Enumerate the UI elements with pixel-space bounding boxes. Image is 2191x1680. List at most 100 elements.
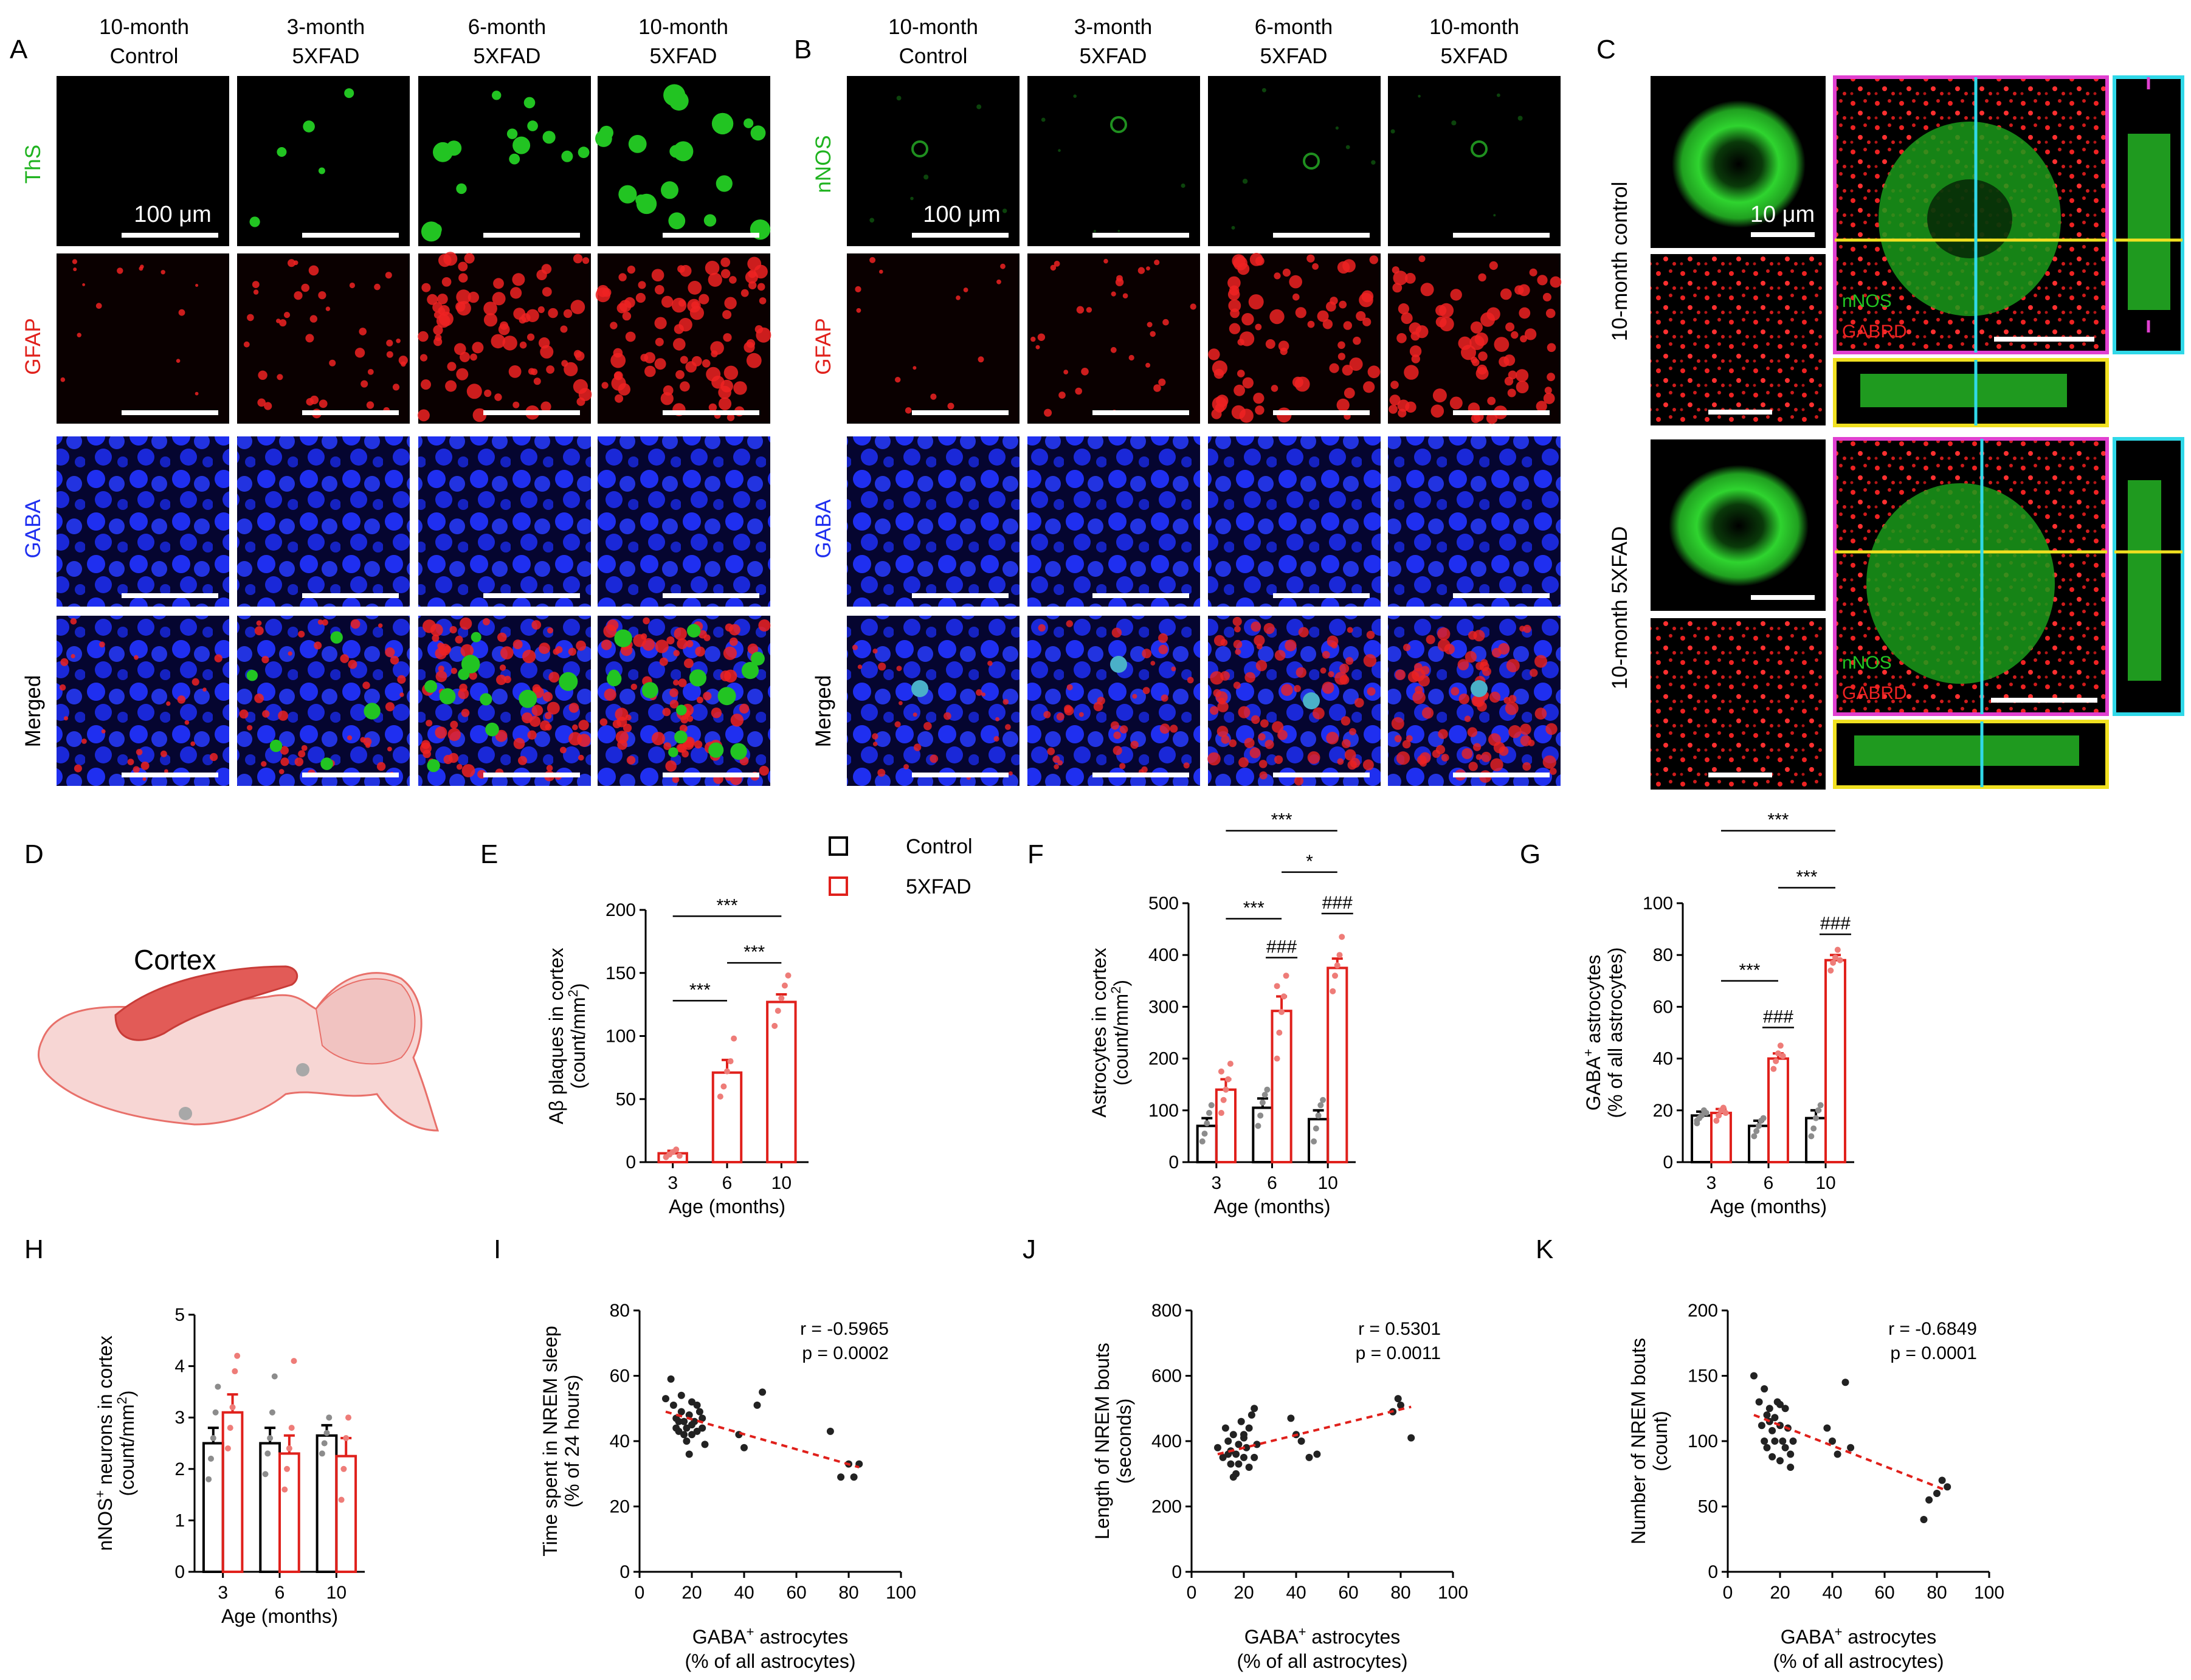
data-point xyxy=(688,1431,695,1439)
astrocyte xyxy=(367,369,374,375)
astrocyte xyxy=(458,261,468,272)
data-point xyxy=(1220,1096,1227,1103)
astrocyte xyxy=(708,272,722,287)
merged-signal xyxy=(626,756,636,765)
plaque xyxy=(578,146,590,159)
astrocyte xyxy=(325,306,331,311)
y-axis-label: (% of 24 hours) xyxy=(561,1375,583,1508)
merged-signal xyxy=(568,703,579,713)
data-point xyxy=(1813,1115,1820,1121)
astrocyte xyxy=(723,365,739,380)
merged-signal xyxy=(852,644,858,650)
astrocyte xyxy=(253,289,259,295)
merged-signal xyxy=(298,630,305,638)
merged-signal xyxy=(1274,755,1283,764)
astrocyte xyxy=(1329,363,1339,373)
astrocyte xyxy=(438,305,450,316)
y-tick-label: 0 xyxy=(1708,1562,1718,1582)
merged-signal xyxy=(435,670,447,683)
micrograph-tile xyxy=(1208,436,1381,607)
merged-signal xyxy=(568,647,577,656)
y-axis-label: (count/mm2) xyxy=(565,983,590,1089)
astrocyte xyxy=(1292,293,1300,301)
astrocyte xyxy=(72,259,77,264)
plaque xyxy=(618,185,637,204)
panel-letter-k: K xyxy=(1536,1234,1553,1264)
astrocyte xyxy=(1344,387,1355,399)
panel-letter-a: A xyxy=(10,35,28,64)
data-point xyxy=(1311,1138,1317,1145)
y-tick-label: 0 xyxy=(626,1152,636,1172)
data-point xyxy=(1810,1125,1817,1132)
merged-signal xyxy=(1549,768,1557,775)
merged-signal xyxy=(681,750,689,758)
data-point xyxy=(1933,1490,1941,1497)
astrocyte xyxy=(472,342,484,354)
y-tick-label: 200 xyxy=(1148,1049,1179,1069)
astrocyte xyxy=(678,300,686,307)
astrocyte xyxy=(492,292,506,306)
merged-signal xyxy=(1366,630,1375,639)
micrograph-tile xyxy=(847,436,1020,607)
merged-signal xyxy=(599,718,608,726)
merged-signal xyxy=(1244,737,1255,748)
merged-signal xyxy=(1468,631,1477,640)
astrocyte xyxy=(1208,348,1220,360)
merged-signal xyxy=(63,716,69,721)
nnos-cell xyxy=(1471,680,1488,697)
merged-signal xyxy=(1482,667,1491,676)
data-point xyxy=(1264,1086,1271,1093)
astrocyte xyxy=(1122,293,1128,299)
nnos-cell xyxy=(1471,140,1488,157)
data-point xyxy=(1201,1131,1208,1137)
astrocyte xyxy=(720,269,731,278)
merged-signal xyxy=(1489,691,1501,703)
plaque xyxy=(303,120,315,133)
astrocyte xyxy=(435,334,442,342)
y-tick-label: 150 xyxy=(606,963,636,983)
astrocyte xyxy=(1432,388,1447,403)
merged-signal xyxy=(616,717,627,728)
merged-signal xyxy=(1210,706,1219,715)
astrocyte xyxy=(680,381,690,392)
c-label-gabrd: GABRD xyxy=(1842,322,1907,342)
data-point xyxy=(1777,1042,1784,1049)
y-axis-label: (seconds) xyxy=(1113,1399,1135,1484)
astrocyte xyxy=(688,281,702,295)
astrocyte xyxy=(1255,323,1262,331)
merged-signal xyxy=(1285,639,1297,652)
astrocyte xyxy=(1435,305,1447,316)
y-tick-label: 200 xyxy=(1688,1301,1718,1321)
scale-bar-label-b: 100 μm xyxy=(923,202,1001,227)
astrocyte xyxy=(1282,268,1291,277)
astrocyte xyxy=(483,301,497,315)
micrograph-tile xyxy=(1027,76,1200,246)
astrocyte xyxy=(1405,401,1416,413)
data-point xyxy=(727,1058,734,1064)
astrocyte xyxy=(1547,373,1556,382)
data-point xyxy=(781,982,788,989)
astrocyte xyxy=(1487,396,1496,405)
y-tick-label: 100 xyxy=(1688,1431,1718,1451)
data-point xyxy=(740,1444,748,1451)
micrograph-tile xyxy=(1208,76,1381,246)
merged-signal xyxy=(1056,712,1064,721)
merged-signal xyxy=(548,672,560,683)
astrocyte xyxy=(757,283,765,291)
merged-signal xyxy=(981,692,986,697)
astrocyte xyxy=(947,402,954,410)
merged-signal xyxy=(1328,671,1334,678)
merged-signal xyxy=(513,738,525,749)
astrocyte xyxy=(1469,335,1485,350)
merged-signal xyxy=(1221,735,1230,744)
astrocyte xyxy=(1228,299,1241,312)
significance-label: * xyxy=(1306,852,1313,872)
merged-signal xyxy=(450,667,458,675)
astrocyte xyxy=(1278,340,1289,352)
data-point xyxy=(1830,959,1837,966)
data-point xyxy=(319,1450,325,1457)
astrocyte xyxy=(1356,311,1366,322)
merged-signal xyxy=(1421,707,1434,719)
astrocyte xyxy=(1227,276,1241,290)
plaque xyxy=(676,704,687,715)
